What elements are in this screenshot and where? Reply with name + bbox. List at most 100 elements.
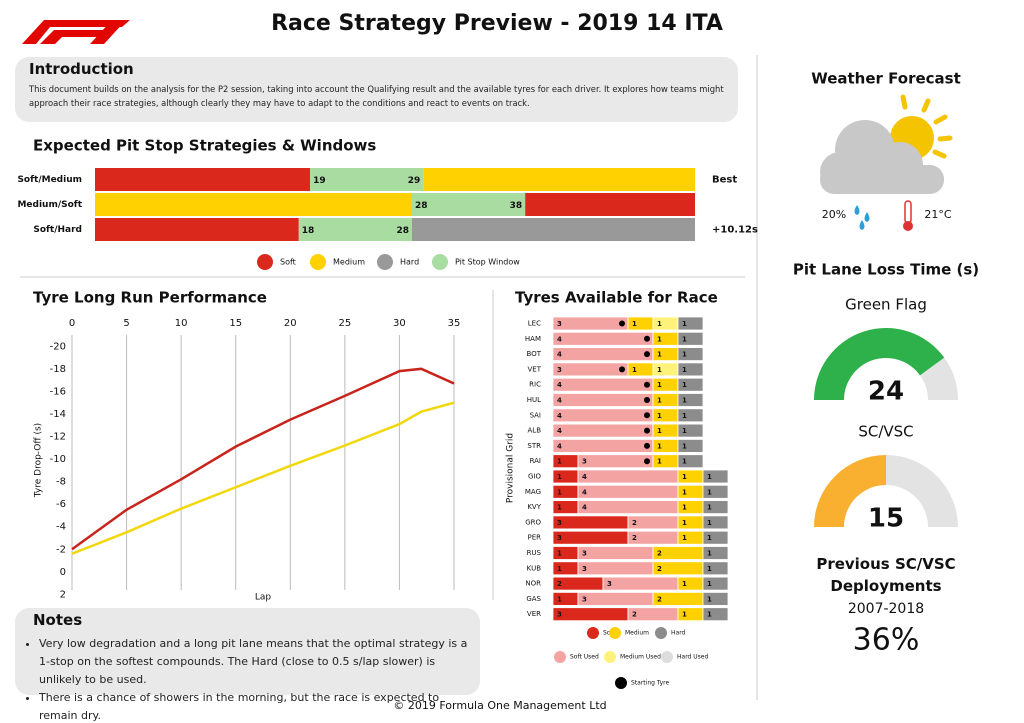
driver-code: MAG — [525, 488, 541, 496]
tyre-set — [702, 500, 729, 515]
tyre-set — [702, 592, 729, 606]
set-count: 1 — [682, 320, 687, 328]
intro-title: Introduction — [29, 60, 134, 78]
set-count: 1 — [682, 351, 687, 359]
rain-chance: 20% — [822, 208, 846, 221]
line — [71, 401, 455, 555]
set-count: 1 — [657, 397, 662, 405]
axis-label: Lap — [255, 593, 272, 603]
legend-label: Hard — [671, 630, 686, 637]
driver-code: VER — [527, 610, 541, 618]
driver-code: RIC — [529, 381, 541, 389]
tyre-set — [702, 530, 729, 545]
tyre-set — [577, 484, 679, 499]
tyre-set — [702, 484, 729, 499]
set-count: 1 — [682, 366, 687, 374]
driver-code: SAI — [530, 411, 541, 419]
y-tick-label: -16 — [50, 386, 66, 397]
driver-code: BOT — [527, 350, 542, 358]
note: Very low degradation and a long pit lane… — [39, 635, 472, 689]
section-title: Expected Pit Stop Strategies & Windows — [33, 137, 376, 155]
gauge-label: SC/VSC — [858, 423, 913, 441]
tyre-set — [677, 423, 704, 438]
driver-code: HUL — [527, 396, 541, 404]
starting-tyre — [644, 412, 650, 419]
legend-swatch — [257, 254, 273, 270]
set-count: 1 — [682, 442, 687, 450]
window-label: 18 — [302, 226, 315, 236]
set-count: 1 — [632, 366, 637, 374]
set-count: 2 — [657, 565, 662, 573]
pit-window — [298, 218, 412, 241]
window-label: 29 — [408, 176, 421, 186]
set-count: 1 — [557, 473, 562, 481]
notes-box: Notes Very low degradation and a long pi… — [15, 608, 480, 722]
tyre-set — [702, 546, 729, 560]
starting-tyre — [644, 397, 650, 403]
legend-swatch — [554, 651, 566, 663]
f1-logo — [22, 20, 130, 44]
tyre-set — [552, 438, 654, 453]
driver-code: VET — [528, 365, 542, 373]
set-count: 1 — [707, 534, 712, 542]
strategy-name: Soft/Hard — [33, 225, 82, 235]
legend-label: Medium Used — [620, 654, 661, 661]
set-count: 1 — [707, 519, 712, 527]
y-tick-label: -10 — [50, 454, 66, 465]
stint — [525, 193, 695, 216]
stint — [423, 168, 695, 191]
set-count: 1 — [682, 504, 687, 512]
y-tick-label: -20 — [50, 341, 66, 352]
set-count: 1 — [707, 580, 712, 588]
set-count: 1 — [707, 488, 712, 496]
note: There is a chance of showers in the morn… — [39, 689, 472, 723]
set-count: 1 — [682, 427, 687, 435]
tyre-set — [702, 576, 729, 591]
set-count: 3 — [557, 366, 562, 374]
set-count: 1 — [557, 458, 562, 466]
section-title: Pit Lane Loss Time (s) — [793, 261, 979, 279]
window-label: 19 — [313, 176, 326, 186]
section-title: Weather Forecast — [811, 70, 961, 88]
section-title: Tyre Long Run Performance — [33, 289, 267, 307]
set-count: 1 — [632, 320, 637, 328]
set-count: 1 — [657, 366, 662, 374]
set-count: 1 — [557, 550, 562, 558]
driver-code: GRO — [525, 518, 541, 526]
tyre-set — [552, 362, 629, 377]
strategy-note: +10.12s — [712, 225, 758, 236]
y-tick-label: -6 — [56, 499, 66, 510]
y-tick-label: -18 — [50, 364, 66, 375]
x-tick-label: 5 — [123, 318, 129, 329]
starting-tyre — [644, 335, 650, 342]
set-count: 1 — [682, 488, 687, 496]
starting-tyre — [644, 351, 650, 358]
temperature: 21°C — [924, 208, 951, 221]
set-count: 3 — [557, 611, 562, 619]
starting-tyre — [619, 366, 625, 373]
starting-tyre — [644, 458, 650, 465]
legend-swatch — [587, 627, 599, 639]
legend-swatch — [310, 254, 326, 270]
tyre-set — [552, 377, 654, 392]
set-count: 1 — [682, 397, 687, 405]
tyre-set — [577, 454, 654, 469]
strategy-name: Medium/Soft — [17, 200, 82, 210]
driver-code: LEC — [528, 320, 541, 328]
gauge-number: 15 — [868, 504, 904, 534]
set-count: 1 — [707, 473, 712, 481]
set-count: 4 — [582, 488, 587, 496]
set-count: 1 — [657, 412, 662, 420]
y-tick-label: -4 — [56, 522, 66, 533]
window-label: 28 — [415, 201, 428, 211]
period: 2007-2018 — [848, 601, 924, 617]
x-tick-label: 30 — [393, 318, 406, 329]
legend-label: Hard Used — [677, 654, 708, 661]
set-count: 2 — [657, 550, 662, 558]
tyre-set — [552, 530, 629, 545]
set-count: 1 — [682, 458, 687, 466]
set-count: 3 — [557, 519, 562, 527]
set-count: 3 — [582, 550, 587, 558]
set-count: 1 — [682, 381, 687, 389]
set-count: 1 — [682, 335, 687, 343]
